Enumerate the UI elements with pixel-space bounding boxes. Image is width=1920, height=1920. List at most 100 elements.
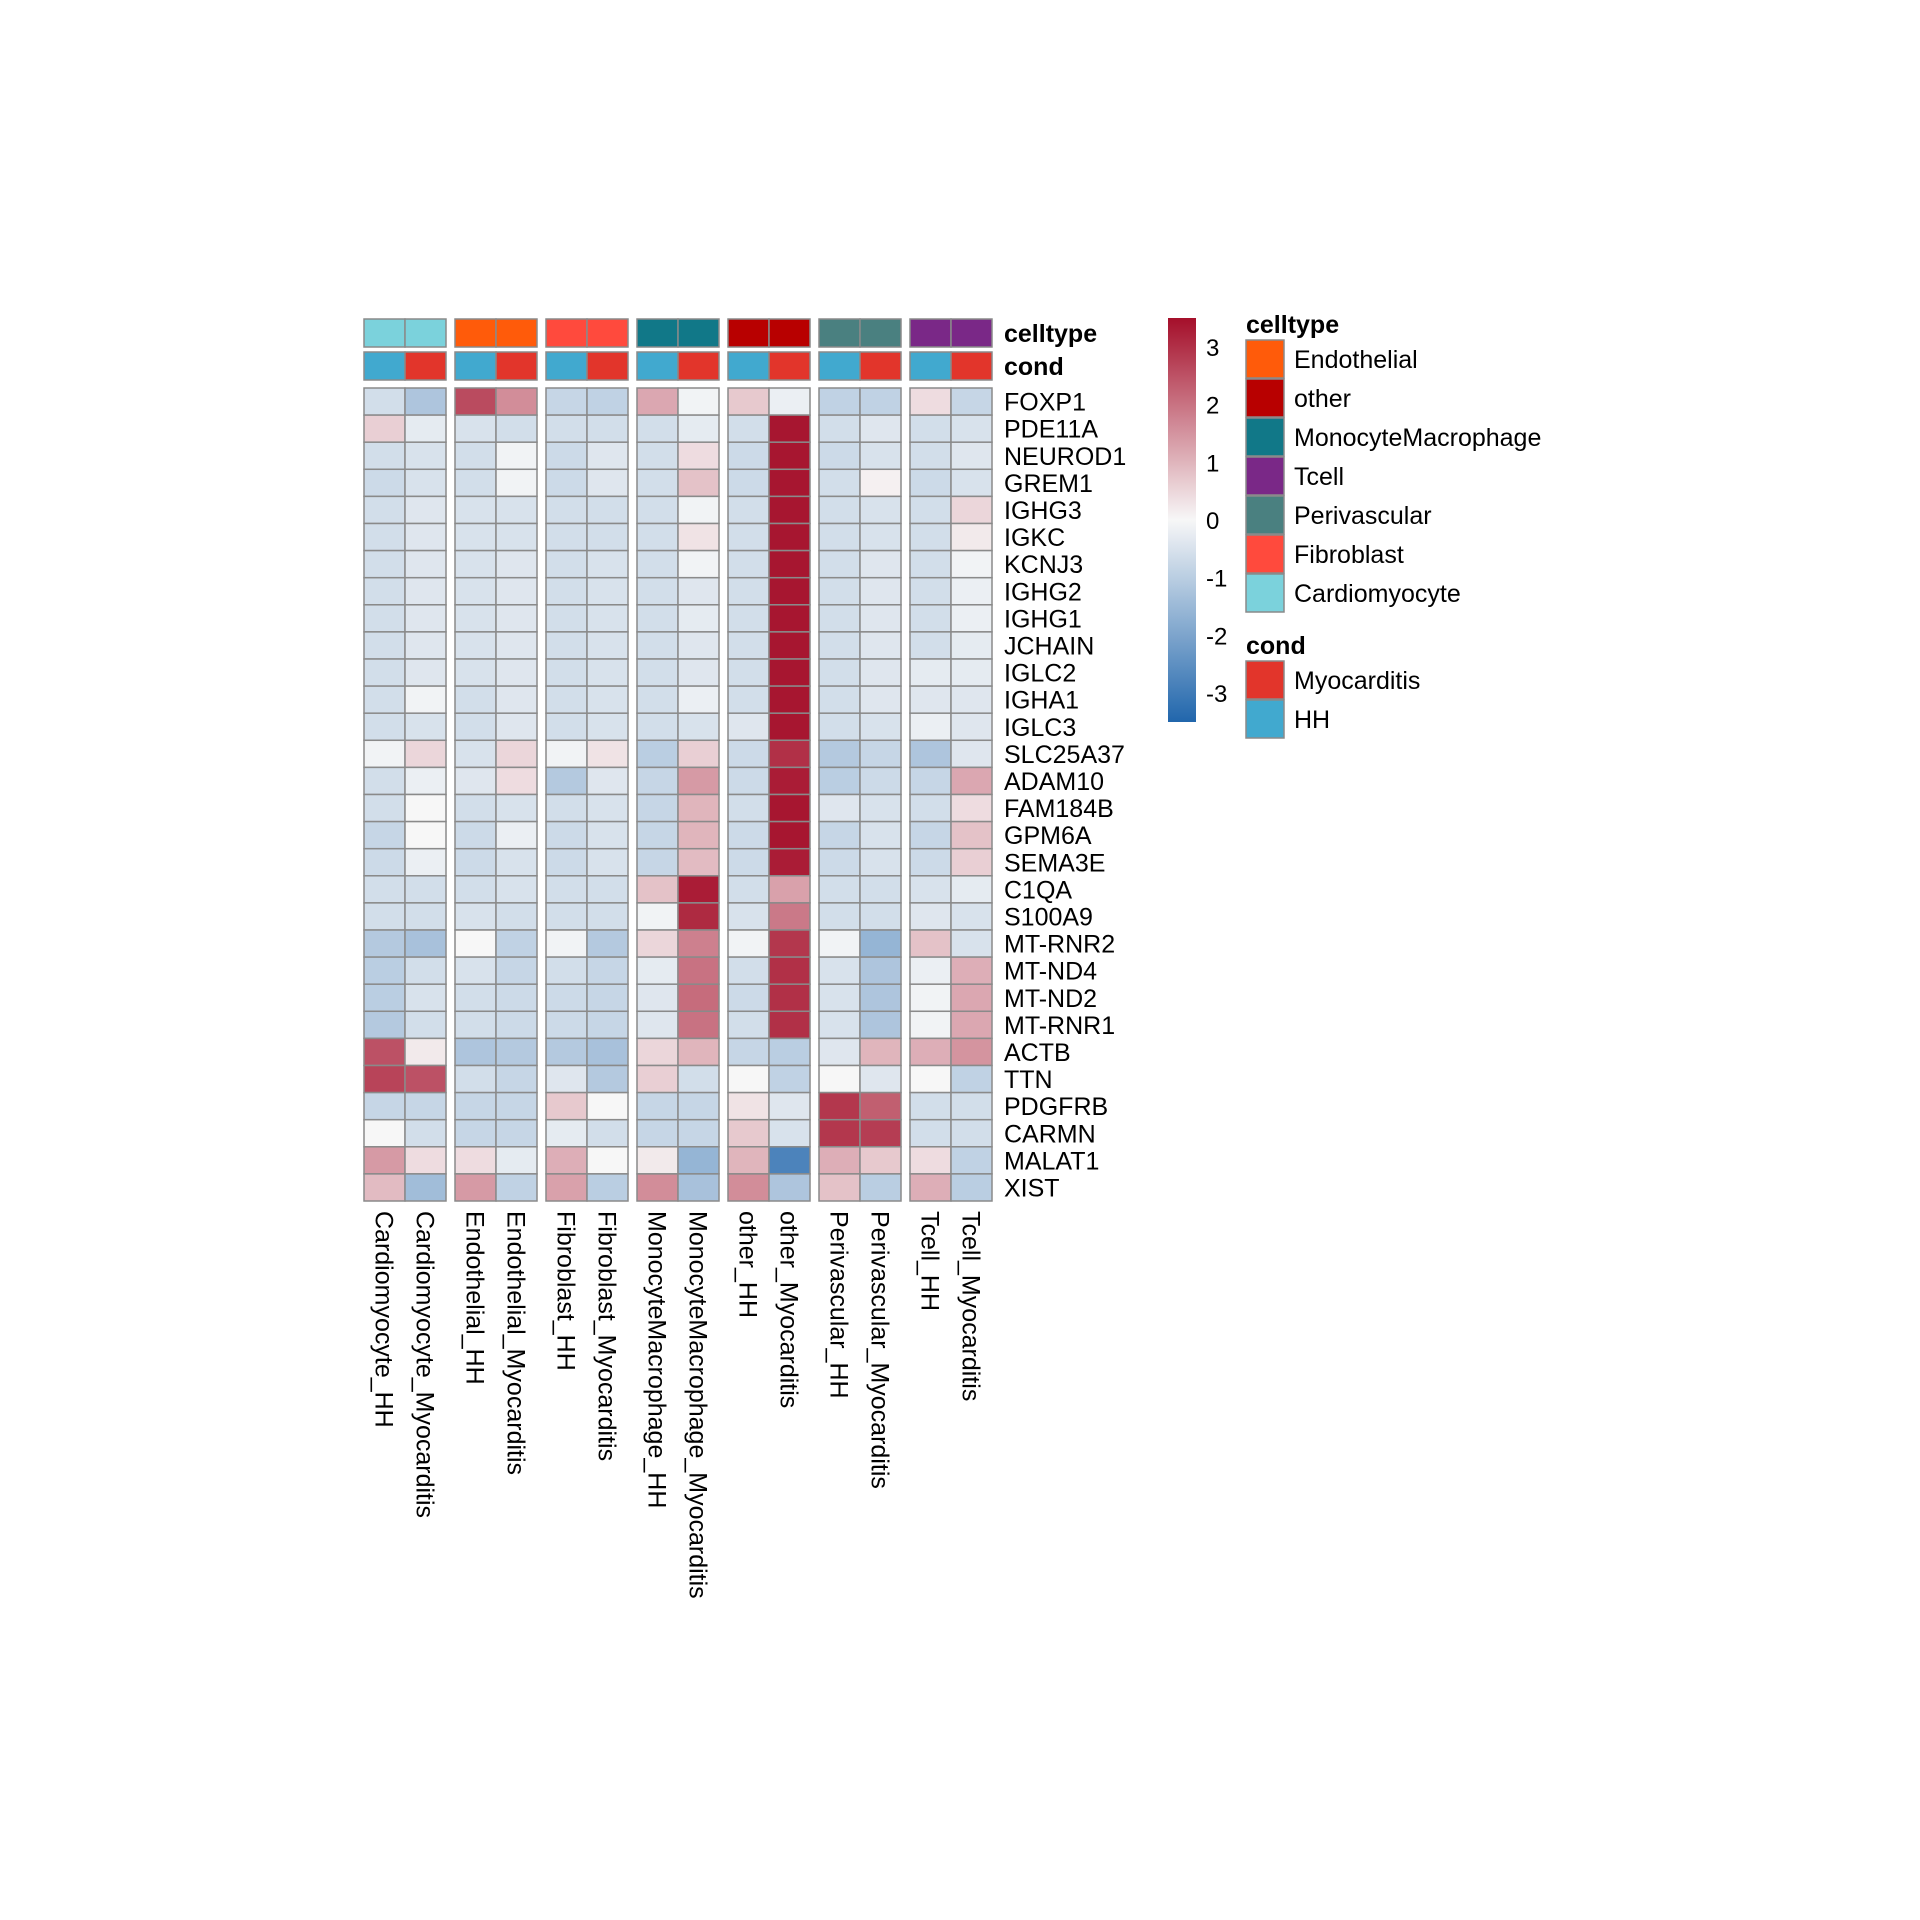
heatmap-cell [909, 1118, 952, 1148]
heatmap-cell [495, 902, 538, 931]
heatmap-cell [545, 576, 588, 606]
color-scale-legend: 3 2 1 0 -1 -2 -3 [1168, 318, 1227, 722]
heatmap-cell [363, 441, 406, 471]
legend-swatch [1245, 573, 1285, 613]
heatmap-cell [859, 1064, 902, 1094]
heatmap-cell [586, 604, 629, 633]
legend-label: other [1294, 385, 1351, 413]
heatmap-cell [545, 631, 588, 660]
heatmap-cell [768, 604, 811, 633]
heatmap-cell [636, 1091, 679, 1121]
heatmap-cell [363, 522, 406, 552]
heatmap-cell [950, 576, 993, 606]
heatmap-cell [768, 766, 811, 796]
heatmap-cell [727, 929, 770, 958]
heatmap-cell [636, 549, 679, 579]
annotation-cell-celltype-2 [454, 318, 497, 348]
heatmap-cell [950, 1010, 993, 1040]
heatmap-cell [404, 739, 447, 769]
heatmap-cell [404, 441, 447, 471]
heatmap-cell [586, 739, 629, 769]
row-label: MT-RNR2 [1004, 931, 1115, 959]
heatmap-cell [727, 983, 770, 1013]
heatmap-cell [495, 847, 538, 877]
legend-title-celltype: celltype [1246, 311, 1339, 339]
heatmap-cell [636, 875, 679, 904]
heatmap-cell [727, 1037, 770, 1067]
row-label: MT-ND4 [1004, 958, 1097, 986]
legend-swatch [1245, 699, 1285, 739]
heatmap-cell [677, 549, 720, 579]
heatmap-cell [950, 549, 993, 579]
heatmap-cell [636, 956, 679, 985]
heatmap-cell [818, 631, 861, 660]
heatmap-cell [363, 414, 406, 443]
heatmap-cell [727, 685, 770, 714]
heatmap-cell [950, 1091, 993, 1121]
legend-swatch [1245, 534, 1285, 574]
heatmap-cell [545, 1091, 588, 1121]
heatmap-cell [363, 1118, 406, 1148]
annotation-cell-cond-9 [768, 351, 811, 381]
heatmap-cell [545, 658, 588, 687]
heatmap-cell [859, 1010, 902, 1040]
heatmap-cell [950, 766, 993, 796]
heatmap-cell [363, 739, 406, 769]
heatmap-cell [454, 1037, 497, 1067]
heatmap-cell [677, 604, 720, 633]
heatmap-cell [818, 820, 861, 850]
heatmap-cell [818, 983, 861, 1013]
annotation-cell-cond-11 [859, 351, 902, 381]
heatmap-cell [454, 631, 497, 660]
annotation-cell-celltype-10 [818, 318, 861, 348]
heatmap-cell [404, 1037, 447, 1067]
heatmap-cell [586, 766, 629, 796]
heatmap-cell [404, 522, 447, 552]
heatmap-cell [586, 929, 629, 958]
heatmap-cell [677, 441, 720, 471]
heatmap-cell [586, 522, 629, 552]
heatmap-cell [636, 1010, 679, 1040]
row-label: SEMA3E [1004, 849, 1105, 877]
heatmap-cell [545, 441, 588, 471]
heatmap-cell [677, 820, 720, 850]
heatmap-cell [454, 685, 497, 714]
annotation-cell-cond-4 [545, 351, 588, 381]
heatmap-cell [404, 658, 447, 687]
heatmap-cell [586, 847, 629, 877]
heatmap-cell [677, 1091, 720, 1121]
heatmap-cell [818, 902, 861, 931]
heatmap-cell [586, 495, 629, 525]
heatmap-cell [495, 1091, 538, 1121]
heatmap-cell [950, 441, 993, 471]
heatmap-cell [909, 1037, 952, 1067]
heatmap-cell [586, 414, 629, 443]
heatmap-cell [677, 1118, 720, 1148]
row-label: FOXP1 [1004, 389, 1086, 417]
heatmap-cell [454, 1064, 497, 1094]
legend-swatch [1245, 660, 1285, 700]
heatmap-cell [727, 522, 770, 552]
heatmap-cell [454, 847, 497, 877]
heatmap-cell [727, 712, 770, 742]
heatmap-cell [909, 1064, 952, 1094]
column-label: Perivascular_Myocarditis [866, 1211, 894, 1489]
heatmap-cell [636, 902, 679, 931]
heatmap-cell [909, 1173, 952, 1202]
heatmap-cell [363, 631, 406, 660]
row-label: GPM6A [1004, 822, 1092, 850]
color-scale-tick-label: 1 [1206, 450, 1219, 477]
heatmap-cell [859, 685, 902, 714]
heatmap-cell [768, 875, 811, 904]
column-label: Tcell_HH [916, 1211, 944, 1311]
heatmap-cell [909, 522, 952, 552]
heatmap-cell [586, 631, 629, 660]
heatmap-cell [677, 929, 720, 958]
heatmap-cell [909, 875, 952, 904]
annotation-cell-celltype-11 [859, 318, 902, 348]
heatmap-cell [909, 631, 952, 660]
annotation-label-cond: cond [1004, 353, 1064, 381]
heatmap-cell [495, 1118, 538, 1148]
heatmap-cell [950, 712, 993, 742]
